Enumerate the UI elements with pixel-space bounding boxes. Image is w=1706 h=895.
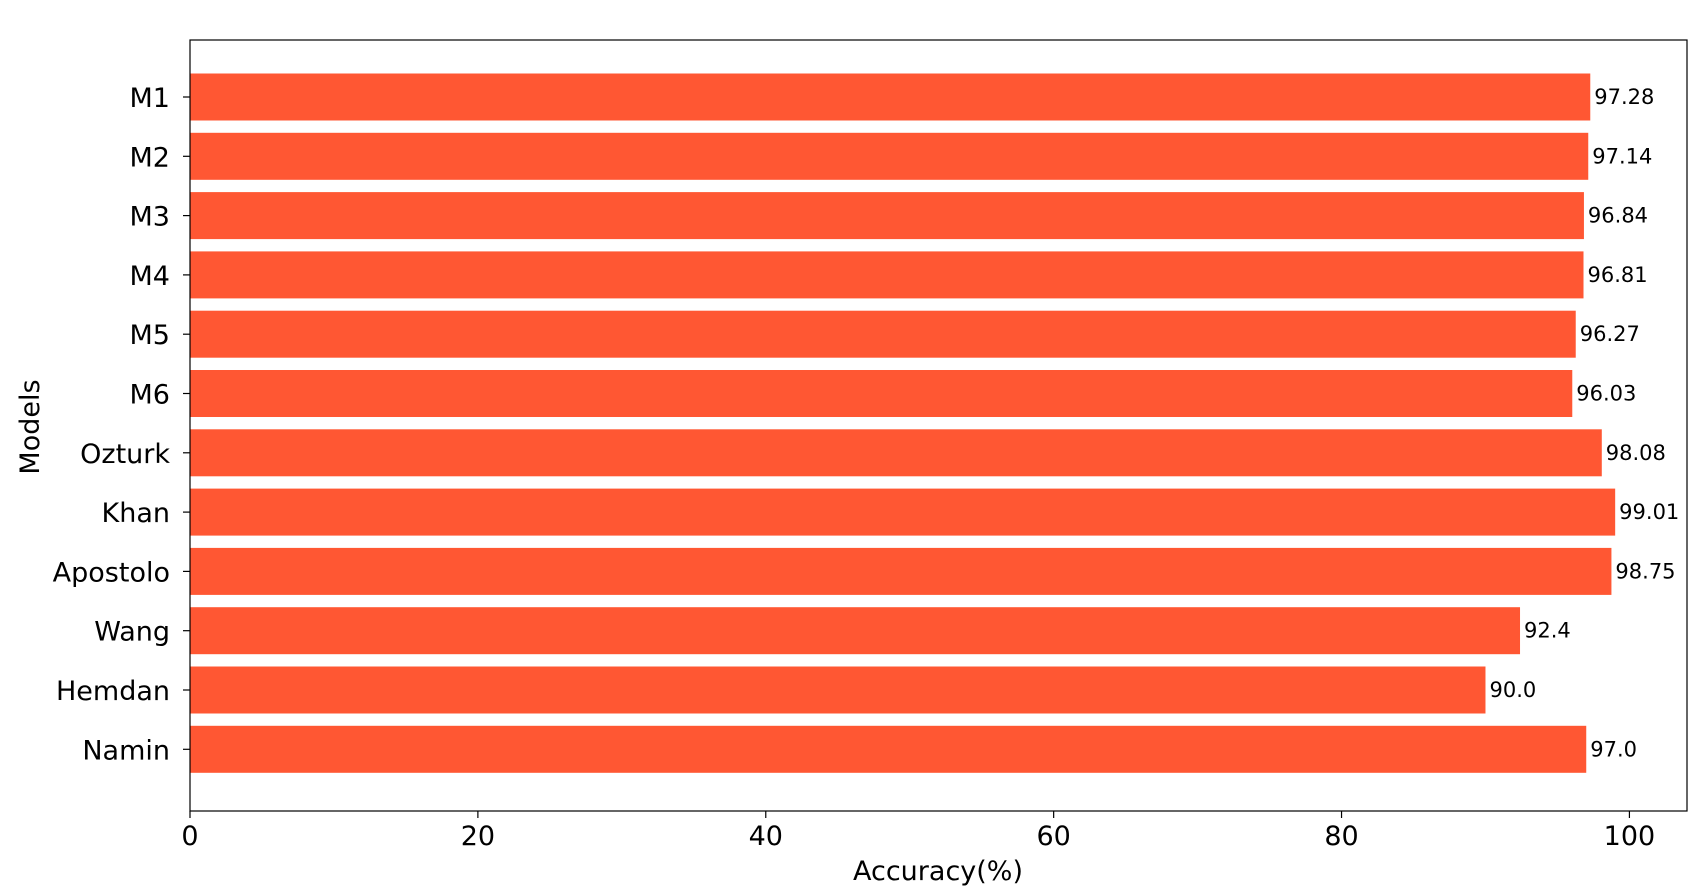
bar (190, 310, 1576, 358)
x-tick-label: 20 (461, 821, 495, 852)
value-label: 97.28 (1594, 85, 1654, 109)
y-tick-label: M3 (130, 202, 170, 233)
y-tick-label: M5 (130, 320, 170, 351)
bar (190, 370, 1573, 417)
value-label: 96.27 (1580, 322, 1640, 346)
y-tick-label: Hemdan (56, 676, 170, 707)
bars-layer: 97.28 97.14 96.84 96.81 96.27 96.03 98.08 99.01… (190, 73, 1679, 773)
value-label: 92.4 (1524, 619, 1571, 643)
y-tick-label: Namin (82, 735, 170, 766)
y-axis: M1 M2 M3 M4 M5 M6 Ozturk Khan Apostolo Wang Hemdan… (53, 83, 190, 766)
value-label: 97.0 (1590, 737, 1637, 761)
y-tick-label: M1 (130, 83, 170, 114)
bar (190, 547, 1612, 595)
bar (190, 725, 1587, 773)
bar (190, 666, 1486, 714)
bar (190, 73, 1591, 121)
bar (190, 607, 1521, 655)
value-label: 98.75 (1615, 559, 1675, 583)
value-label: 97.14 (1592, 144, 1652, 168)
value-label: 96.03 (1576, 382, 1636, 406)
bar (190, 251, 1584, 299)
value-label: 90.0 (1489, 678, 1536, 702)
x-tick-label: 0 (181, 821, 198, 852)
x-tick-label: 60 (1036, 821, 1070, 852)
value-label: 96.81 (1588, 263, 1648, 287)
y-tick-label: M4 (130, 261, 170, 292)
value-label: 96.84 (1588, 204, 1648, 228)
x-tick-label: 40 (749, 821, 783, 852)
y-tick-label: Khan (102, 498, 170, 529)
y-axis-label: Models (15, 379, 46, 474)
value-label: 98.08 (1606, 441, 1666, 465)
bar (190, 488, 1616, 536)
value-label: 99.01 (1619, 500, 1679, 524)
y-tick-label: Wang (94, 617, 170, 648)
bar (190, 192, 1584, 240)
bar (190, 429, 1602, 477)
y-tick-label: Apostolo (53, 557, 170, 588)
y-tick-label: M2 (130, 142, 170, 173)
y-tick-label: Ozturk (80, 439, 170, 470)
plot-frame (189, 39, 1688, 812)
x-tick-label: 100 (1604, 821, 1656, 852)
y-tick-label: M6 (130, 380, 170, 411)
x-axis: 0 20 40 60 80 100 (181, 811, 1655, 852)
x-tick-label: 80 (1324, 821, 1358, 852)
x-axis-label: Accuracy(%) (853, 856, 1023, 887)
bar (190, 132, 1589, 180)
